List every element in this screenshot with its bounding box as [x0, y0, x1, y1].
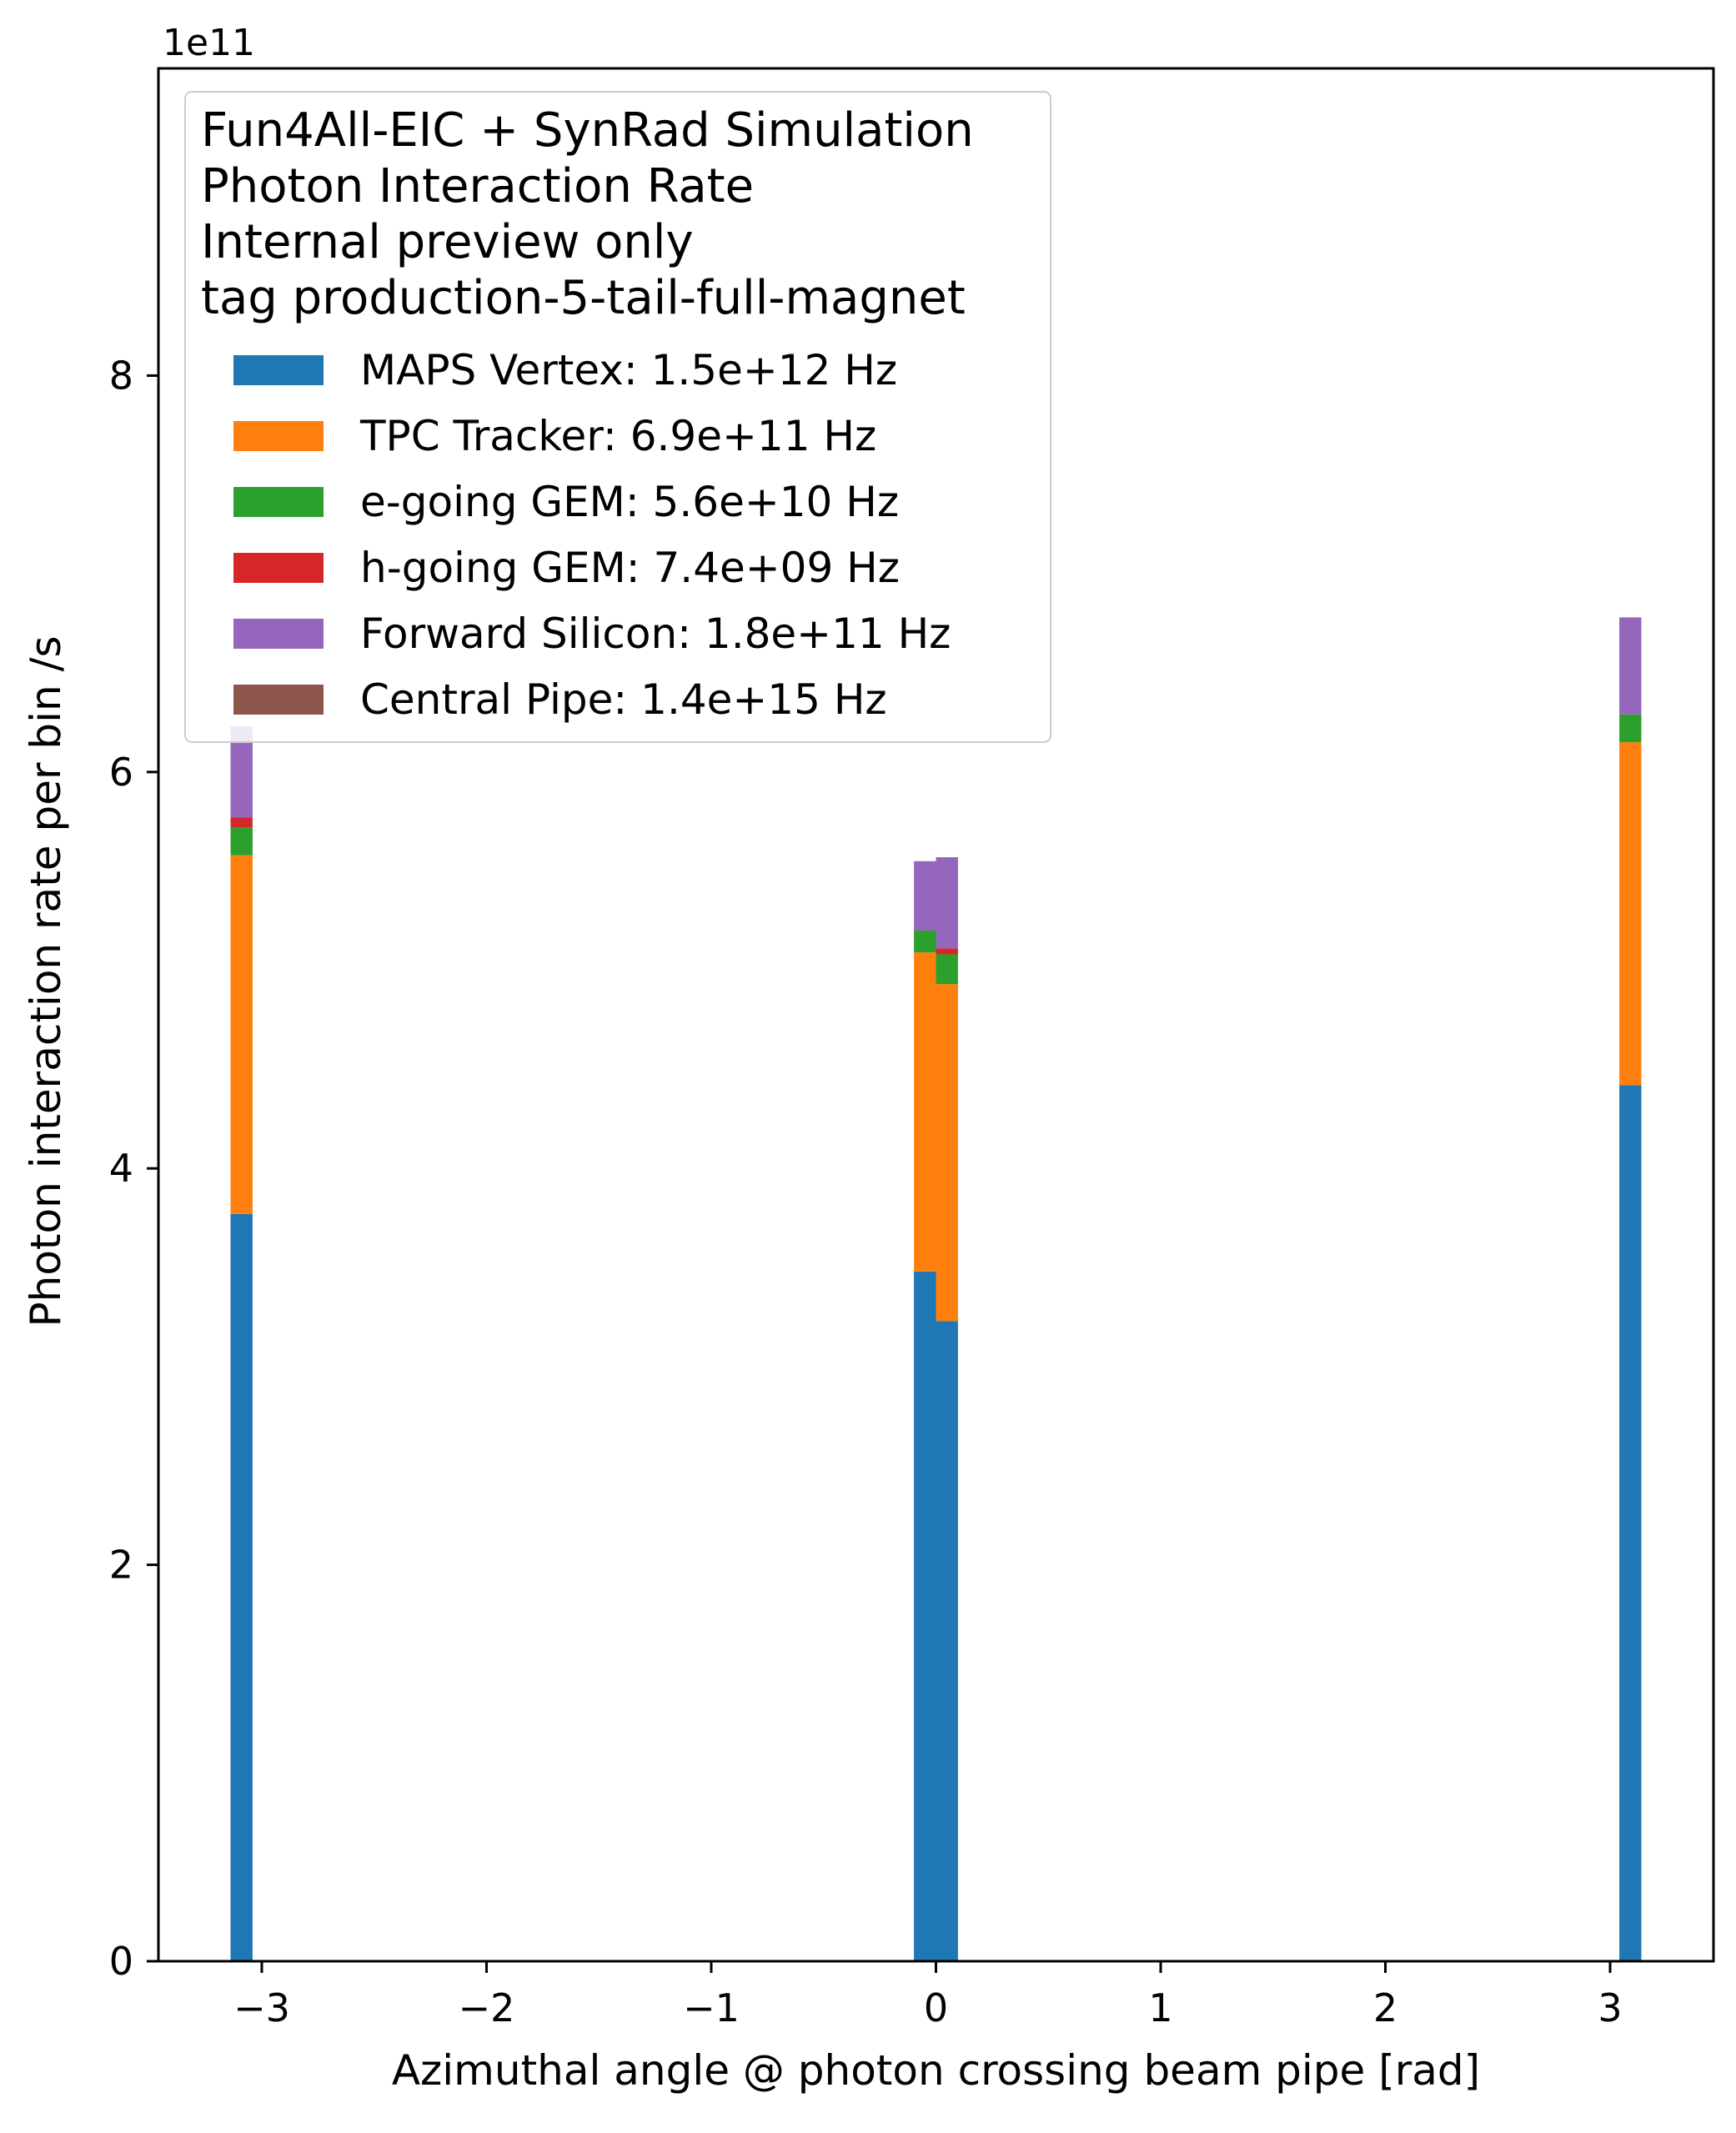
bar-segment — [230, 827, 253, 856]
legend-title-line: tag production-5-tail-full-magnet — [201, 271, 966, 325]
x-axis-ticks: −3 −2 −1 0 1 2 3 — [233, 1961, 1623, 2030]
legend-entry-label: TPC Tracker: 6.9e+11 Hz — [359, 412, 876, 460]
legend-box — [184, 91, 1051, 743]
x-axis-label: Azimuthal angle @ photon crossing beam p… — [392, 2046, 1480, 2095]
bar-segment — [1619, 1085, 1642, 1961]
x-tick-label: −1 — [683, 1985, 740, 2030]
x-tick-label: 0 — [924, 1985, 948, 2030]
x-tick-label: 3 — [1598, 1985, 1622, 2030]
y-tick-label: 0 — [109, 1939, 133, 1984]
bar-segment — [936, 1321, 958, 1961]
bar-segment — [936, 948, 958, 955]
bar-segment — [914, 1271, 936, 1961]
y-offset-label: 1e11 — [163, 22, 255, 64]
legend-title-line: Internal preview only — [201, 215, 694, 269]
legend-entry-label: h-going GEM: 7.4e+09 Hz — [360, 544, 900, 592]
bar-segment — [230, 817, 253, 828]
bar-segment — [230, 855, 253, 1214]
bar-segment — [936, 984, 958, 1322]
x-tick-label: 1 — [1148, 1985, 1172, 2030]
bar-segment — [1619, 617, 1642, 715]
legend-swatch — [233, 355, 324, 385]
y-axis-label: Photon interaction rate per bin /s — [22, 635, 70, 1327]
legend-swatch — [233, 487, 324, 517]
y-tick-label: 8 — [109, 353, 133, 398]
plot-frame — [157, 67, 1715, 1963]
legend-swatch — [233, 553, 324, 583]
bar-segment — [936, 954, 958, 985]
bar-segment — [230, 1213, 253, 1961]
bar-segment — [914, 930, 936, 953]
legend-title-line: Photon Interaction Rate — [201, 159, 754, 213]
legend-entry-label: e-going GEM: 5.6e+10 Hz — [360, 478, 899, 526]
bar-segment — [1619, 714, 1642, 743]
bar-segment — [936, 857, 958, 949]
y-axis-ticks: 0 2 4 6 8 — [109, 353, 158, 1984]
x-tick-label: −3 — [233, 1985, 290, 2030]
legend-swatch — [233, 421, 324, 451]
legend-entry-label: Forward Silicon: 1.8e+11 Hz — [360, 610, 951, 658]
legend-title-line: Fun4All-EIC + SynRad Simulation — [201, 103, 974, 158]
x-tick-label: 2 — [1373, 1985, 1397, 2030]
bar-segment — [1619, 742, 1642, 1086]
legend-entry-label: MAPS Vertex: 1.5e+12 Hz — [360, 346, 897, 394]
y-tick-label: 6 — [109, 750, 133, 795]
y-tick-label: 4 — [109, 1146, 133, 1191]
legend-entry-label: Central Pipe: 1.4e+15 Hz — [360, 675, 887, 724]
bar-segment — [914, 952, 936, 1272]
legend-swatch — [233, 619, 324, 649]
bar-segment — [914, 861, 936, 931]
y-tick-label: 2 — [109, 1543, 133, 1588]
legend-swatch — [233, 685, 324, 715]
x-tick-label: −2 — [459, 1985, 515, 2030]
